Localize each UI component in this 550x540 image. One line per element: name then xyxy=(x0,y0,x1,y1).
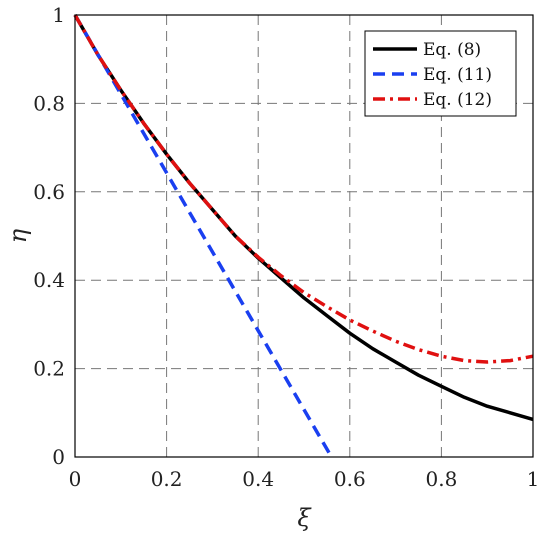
x-tick-label: 0.8 xyxy=(425,467,457,491)
y-tick-label: 0.4 xyxy=(33,268,65,292)
series-layer xyxy=(73,14,534,458)
x-tick-label: 0.4 xyxy=(242,467,274,491)
y-tick-label: 0.6 xyxy=(33,180,65,204)
legend-entry-label: Eq. (8) xyxy=(423,40,481,60)
legend-entry-label: Eq. (12) xyxy=(423,90,492,110)
x-axis-label: ξ xyxy=(297,504,312,532)
series-line-1 xyxy=(73,14,534,422)
y-tick-label: 0.2 xyxy=(33,357,65,381)
legend-box xyxy=(364,30,517,117)
tick-labels: 0 0.2 0.4 0.6 0.8 1 0 0.2 0.4 0.6 0.8 1 xyxy=(33,3,539,491)
series-line-3 xyxy=(73,14,534,364)
x-tick-label: 1 xyxy=(527,467,540,491)
plot-area-frame xyxy=(74,14,534,458)
legend-entry-label: Eq. (11) xyxy=(423,65,492,85)
y-tick-label: 0 xyxy=(52,445,65,469)
y-tick-label: 0.8 xyxy=(33,91,65,115)
x-tick-label: 0 xyxy=(69,467,82,491)
legend: Eq. (8) Eq. (11) Eq. (12) xyxy=(364,30,517,117)
y-tick-label: 1 xyxy=(52,3,65,27)
y-axis-label: η xyxy=(4,228,32,243)
series-line-2 xyxy=(73,14,334,458)
x-tick-label: 0.2 xyxy=(151,467,183,491)
x-tick-label: 0.6 xyxy=(334,467,366,491)
